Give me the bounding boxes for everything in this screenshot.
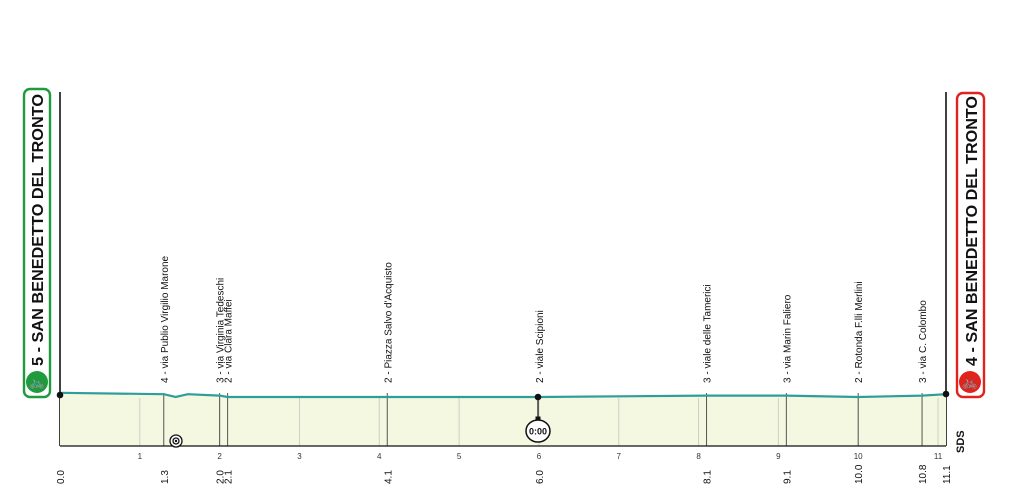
start-sign: 🚲 5 - SAN BENEDETTO DEL TRONTO: [22, 87, 61, 446]
km-marker-label: 10.0: [854, 464, 865, 484]
start-dot: [56, 391, 64, 399]
km-marker-label: 0.0: [56, 470, 67, 484]
km-tick-label: 5: [457, 452, 462, 461]
km-tick-label: 9: [776, 452, 781, 461]
waypoint-lines: [163, 393, 923, 446]
waypoint-label: 2 - viale Scipioni: [535, 310, 546, 383]
km-marker-label: 2.0: [216, 470, 227, 484]
finish-bike-badge: [959, 371, 981, 393]
km-tick-labels: 1 2 3 4 5 6 7 8 9 10 11: [138, 452, 943, 461]
km-marker-label: 11.1: [942, 465, 953, 484]
finish-sign: 🚲 4 - SAN BENEDETTO DEL TRONTO: [945, 91, 986, 446]
km-tick-label: 8: [696, 452, 701, 461]
km-tick-label: 7: [617, 452, 622, 461]
profile-area: [60, 392, 946, 446]
km-tick-label: 3: [297, 452, 302, 461]
start-bike-badge: [26, 371, 48, 393]
target-icon: [169, 434, 183, 448]
km-tick-label: 2: [217, 452, 222, 461]
km-marker-label: 8.1: [703, 470, 714, 484]
km-marker-labels: 0.0 1.3 2.02.1 4.1 6.0 8.1 9.1 10.0 10.8 11.1: [56, 464, 953, 484]
timecheck: 0:00: [525, 393, 551, 443]
km-tick-label: 1: [138, 452, 143, 461]
sds-logo: SDS: [955, 430, 967, 453]
bike-icon: 🚲: [962, 375, 978, 390]
km-marker-label: 10.8: [918, 464, 929, 484]
finish-label: 4 - SAN BENEDETTO DEL TRONTO: [964, 96, 981, 366]
km-marker-label: 4.1: [383, 470, 394, 484]
waypoint-label: 2 - Rotonda F.lli Merlini: [854, 281, 865, 383]
km-tick-label: 10: [854, 452, 863, 461]
waypoint-labels: 4 - via Publio Virgilio Marone 3 - via Vi…: [160, 255, 929, 383]
waypoint-label: 3 - via Marin Faliero: [782, 294, 793, 383]
km-marker-label: 1.3: [160, 470, 171, 484]
km-tick-label: 6: [537, 452, 542, 461]
waypoint-label: 2 - via Clara Maffei: [224, 299, 235, 383]
km-marker-label: 9.1: [782, 470, 793, 484]
timecheck-label: 0:00: [529, 427, 547, 437]
stopwatch-icon: [525, 419, 551, 443]
waypoint-label: 4 - via Publio Virgilio Marone: [160, 255, 171, 383]
km-marker-label: 6.0: [535, 470, 546, 484]
km-tick-label: 4: [377, 452, 382, 461]
waypoint-label: 3 - via C. Colombo: [918, 300, 929, 383]
profile-line: [59, 391, 947, 399]
km-marker-label: 2.1: [224, 470, 235, 484]
km-tick-label: 11: [934, 452, 943, 461]
start-label: 5 - SAN BENEDETTO DEL TRONTO: [30, 94, 47, 366]
profile-plot: 1 2 3 4 5 6 7 8 9 10 11 0.0 1.3 2.02.1 4.1 6.0 8.1 9.1 10…: [56, 255, 953, 484]
finish-sign-frame: [955, 91, 986, 399]
waypoint-label: 2 - Piazza Salvo d'Acquisto: [383, 262, 394, 383]
waypoint-label: 3 - via Virginia Tedeschi: [216, 278, 227, 383]
bike-icon: 🚲: [29, 375, 45, 390]
finish-dot: [942, 390, 950, 398]
waypoint-label: 3 - viale delle Tamerici: [703, 284, 714, 383]
start-sign-frame: [22, 87, 52, 399]
